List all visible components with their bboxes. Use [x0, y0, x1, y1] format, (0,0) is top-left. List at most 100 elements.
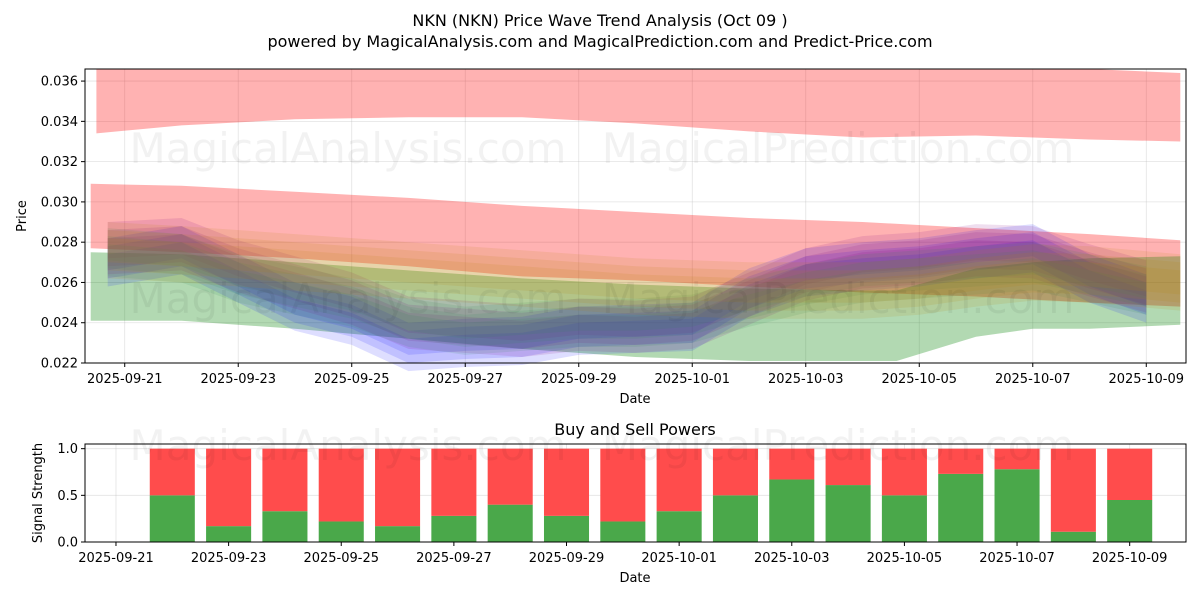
- sell-bar: [825, 448, 871, 486]
- signal-x-tick-label: 2025-09-29: [529, 551, 605, 566]
- buy-bar: [206, 526, 252, 542]
- wave-teal: [107, 244, 1147, 355]
- signal-y-tick-label: 0.5: [57, 489, 78, 504]
- price-x-axis-label: Date: [619, 392, 650, 407]
- signal-plot-frame: [84, 443, 1187, 543]
- price-y-axis-label: Price: [15, 200, 30, 232]
- wave-blue: [107, 232, 1147, 363]
- buy-bar: [1050, 531, 1096, 542]
- watermark-right-lower: MagicalPrediction.com: [602, 274, 1075, 323]
- buy-bar: [149, 495, 195, 542]
- price-x-tick-label: 2025-10-01: [654, 372, 730, 387]
- signal-x-tick-label: 2025-10-01: [641, 551, 717, 566]
- sell-bar: [375, 448, 421, 527]
- signal-y-tick-label: 1.0: [57, 442, 78, 457]
- watermark-left: MagicalAnalysis.com: [130, 124, 567, 173]
- buy-sell-title: Buy and Sell Powers: [554, 420, 716, 439]
- sell-bar: [431, 448, 477, 516]
- sell-bar: [600, 448, 646, 522]
- price-x-tick-label: 2025-09-27: [427, 372, 503, 387]
- price-y-tick-label: 0.036: [41, 75, 78, 90]
- signal-x-tick-label: 2025-09-25: [303, 551, 379, 566]
- signal-x-tick-label: 2025-10-09: [1092, 551, 1168, 566]
- sell-bar: [543, 448, 590, 516]
- sell-bar: [149, 448, 195, 496]
- sell-bar: [994, 448, 1040, 470]
- buy-bar: [938, 473, 984, 542]
- price-x-tick-label: 2025-09-23: [200, 372, 276, 387]
- price-x-tick-label: 2025-09-29: [541, 372, 617, 387]
- sell-bar: [206, 448, 252, 527]
- sell-bar: [881, 448, 927, 496]
- buy-bar: [318, 521, 364, 542]
- watermark-left-lower: MagicalAnalysis.com: [130, 274, 567, 323]
- wave-teal: [107, 236, 1147, 347]
- wave-purple: [107, 226, 1147, 349]
- buy-bar: [825, 485, 871, 542]
- buy-bar: [375, 526, 421, 542]
- signal-y-tick-label: 0.0: [57, 536, 78, 551]
- signal-x-tick-label: 2025-10-07: [979, 551, 1055, 566]
- buy-bar: [600, 521, 646, 542]
- buy-bar: [769, 479, 815, 542]
- price-x-tick-label: 2025-10-07: [995, 372, 1071, 387]
- buy-bar: [712, 495, 758, 542]
- buy-bar: [656, 511, 702, 542]
- price-y-tick-label: 0.032: [41, 155, 78, 170]
- chart-title: NKN (NKN) Price Wave Trend Analysis (Oct…: [412, 11, 787, 30]
- signal-y-axis-label: Signal Strength: [31, 443, 46, 543]
- signal-x-ticks: 2025-09-21 2025-09-23 2025-09-25 2025-09-27…: [78, 542, 1167, 566]
- price-y-tick-label: 0.022: [41, 357, 78, 372]
- buy-bar: [994, 469, 1040, 542]
- signal-x-tick-label: 2025-09-21: [78, 551, 154, 566]
- sell-bar: [262, 448, 308, 512]
- price-x-tick-label: 2025-09-25: [314, 372, 390, 387]
- sell-bar: [318, 448, 364, 522]
- sell-bar: [712, 448, 758, 496]
- sell-bar: [656, 448, 702, 512]
- sell-bar: [1107, 448, 1153, 500]
- buy-bar: [543, 515, 590, 542]
- watermark-bottom-right: MagicalPrediction.com: [602, 421, 1075, 470]
- price-x-ticks: 2025-09-21 2025-09-23 2025-09-25 2025-09-27…: [87, 363, 1184, 387]
- wave-orange: [107, 238, 1181, 319]
- watermark-bottom-left: MagicalAnalysis.com: [130, 421, 567, 470]
- signal-x-tick-label: 2025-09-23: [191, 551, 267, 566]
- price-y-tick-label: 0.030: [41, 195, 78, 210]
- wave-teal: [107, 228, 1147, 339]
- signal-x-tick-label: 2025-09-27: [416, 551, 492, 566]
- price-y-tick-label: 0.028: [41, 236, 78, 251]
- price-y-tick-label: 0.026: [41, 276, 78, 291]
- wave-blue: [107, 240, 1147, 372]
- price-x-tick-label: 2025-10-05: [881, 372, 957, 387]
- signal-x-tick-label: 2025-10-05: [867, 551, 943, 566]
- price-y-ticks: 0.022 0.024 0.026 0.028 0.030 0.032 0.034 0.036: [41, 75, 85, 372]
- signal-y-ticks: 0.0 0.5 1.0: [57, 442, 85, 551]
- signal-x-tick-label: 2025-10-03: [754, 551, 830, 566]
- signal-bars: [149, 448, 1153, 542]
- price-x-tick-label: 2025-10-09: [1108, 372, 1184, 387]
- band-red: [96, 69, 1181, 142]
- wave-orange: [107, 230, 1181, 311]
- watermark-right: MagicalPrediction.com: [602, 124, 1075, 173]
- sell-bar: [938, 448, 984, 474]
- buy-bar: [1107, 500, 1153, 542]
- sell-bar: [1050, 448, 1096, 532]
- buy-sell-panel: Buy and Sell Powers MagicalAnalysis.com …: [31, 420, 1187, 586]
- buy-bar: [881, 495, 927, 542]
- price-wave-panel: MagicalAnalysis.com MagicalPrediction.co…: [15, 68, 1187, 407]
- band-green: [90, 252, 1181, 361]
- price-x-tick-label: 2025-09-21: [87, 372, 163, 387]
- price-plot-frame: [84, 68, 1187, 364]
- sell-bar: [769, 448, 815, 480]
- signal-x-axis-label: Date: [619, 571, 650, 586]
- buy-bar: [262, 511, 308, 542]
- price-waves: [107, 218, 1181, 372]
- wave-blue: [107, 224, 1147, 355]
- wave-purple: [107, 234, 1147, 357]
- band-red: [90, 183, 1181, 307]
- price-bands: [90, 69, 1181, 361]
- buy-bar: [431, 515, 477, 542]
- wave-purple: [107, 218, 1147, 341]
- wave-orange: [107, 222, 1181, 303]
